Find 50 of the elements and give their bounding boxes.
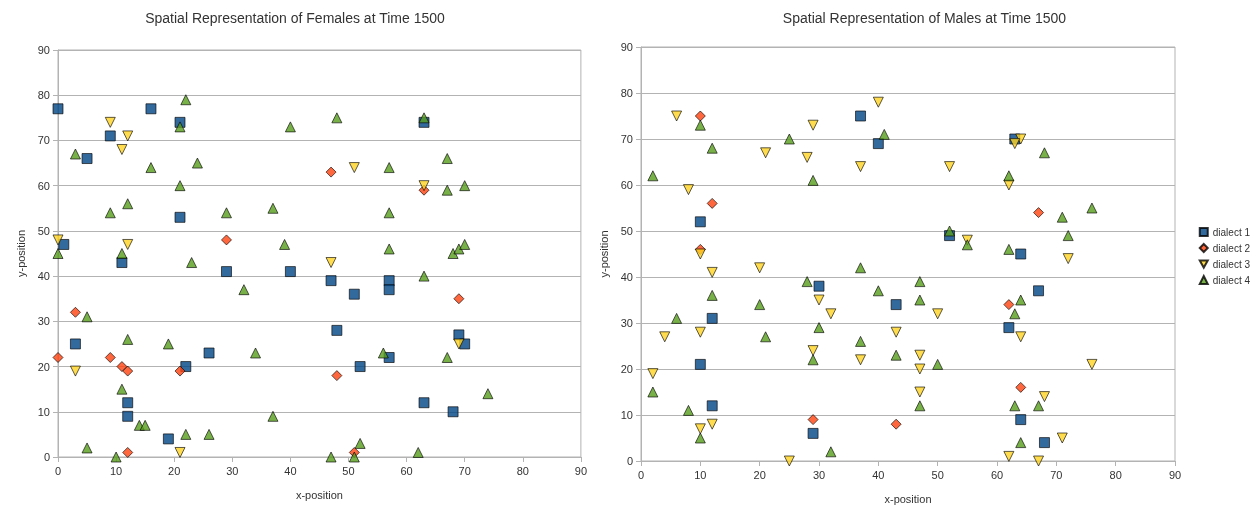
y-tick-label: 30 bbox=[620, 317, 633, 329]
x-tick-label: 30 bbox=[226, 464, 239, 477]
x-tick-label: 40 bbox=[284, 464, 297, 477]
y-tick-label: 0 bbox=[626, 455, 633, 467]
x-tick-label: 50 bbox=[342, 464, 355, 477]
x-tick-label: 10 bbox=[694, 468, 707, 481]
x-tick-label: 80 bbox=[516, 464, 529, 477]
x-tick-label: 0 bbox=[637, 468, 645, 481]
x-tick-label: 70 bbox=[1050, 468, 1063, 481]
y-axis-title: y-position bbox=[597, 230, 610, 278]
y-tick-label: 70 bbox=[37, 134, 50, 147]
x-tick-label: 20 bbox=[753, 468, 766, 481]
y-tick-label: 60 bbox=[620, 179, 633, 191]
y-tick-label: 80 bbox=[620, 87, 633, 99]
y-tick-label: 40 bbox=[37, 270, 50, 283]
x-axis-title: x-position bbox=[884, 492, 932, 505]
legend-label: dialect 4 bbox=[1212, 274, 1251, 286]
legend-label: dialect 3 bbox=[1212, 258, 1251, 270]
y-tick-label: 10 bbox=[620, 409, 633, 421]
x-tick-label: 60 bbox=[400, 464, 413, 477]
chart-title: Spatial Representation of Females at Time 1500 bbox=[145, 10, 446, 26]
y-tick-label: 40 bbox=[620, 271, 633, 283]
x-tick-label: 50 bbox=[931, 468, 944, 481]
y-tick-label: 10 bbox=[37, 405, 50, 418]
x-tick-label: 90 bbox=[574, 464, 588, 477]
y-tick-label: 80 bbox=[37, 89, 50, 102]
y-tick-label: 60 bbox=[37, 179, 50, 192]
x-axis-title: x-position bbox=[295, 488, 343, 501]
y-tick-label: 20 bbox=[37, 360, 50, 373]
x-tick-label: 10 bbox=[109, 464, 123, 477]
legend-label: dialect 1 bbox=[1212, 226, 1251, 238]
legend-label: dialect 2 bbox=[1212, 242, 1251, 254]
x-tick-label: 60 bbox=[990, 468, 1004, 481]
x-tick-label: 90 bbox=[1168, 468, 1182, 481]
y-tick-label: 50 bbox=[37, 224, 50, 237]
x-tick-label: 20 bbox=[168, 464, 181, 477]
y-tick-label: 50 bbox=[620, 225, 633, 237]
x-tick-label: 70 bbox=[458, 464, 471, 477]
y-tick-label: 90 bbox=[37, 44, 50, 56]
y-tick-label: 70 bbox=[620, 133, 633, 145]
y-tick-label: 30 bbox=[37, 315, 50, 328]
x-tick-label: 80 bbox=[1109, 468, 1122, 481]
chart-title: Spatial Representation of Males at Time 1500 bbox=[782, 10, 1067, 26]
x-tick-label: 40 bbox=[872, 468, 885, 481]
y-axis-title: y-position bbox=[14, 229, 27, 278]
y-tick-label: 20 bbox=[620, 363, 633, 375]
y-tick-label: 90 bbox=[620, 41, 633, 53]
x-tick-label: 30 bbox=[812, 468, 826, 481]
x-tick-label: 0 bbox=[54, 464, 62, 477]
y-tick-label: 0 bbox=[43, 451, 50, 463]
